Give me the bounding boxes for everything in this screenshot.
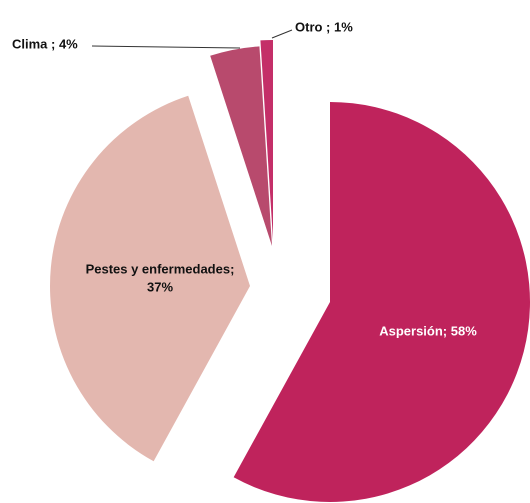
data-label: Aspersión; 58% — [379, 323, 477, 338]
pie-slice — [260, 40, 273, 240]
pie-slice — [233, 102, 530, 503]
data-label: 37% — [147, 279, 173, 294]
pie-slice — [50, 95, 250, 462]
data-label: Pestes y enfermedades; — [86, 261, 235, 276]
leader-line — [271, 29, 293, 39]
data-label: Clima ; 4% — [12, 36, 78, 51]
leader-line — [91, 45, 241, 49]
pie-slice — [210, 46, 272, 246]
data-label: Otro ; 1% — [295, 19, 353, 34]
